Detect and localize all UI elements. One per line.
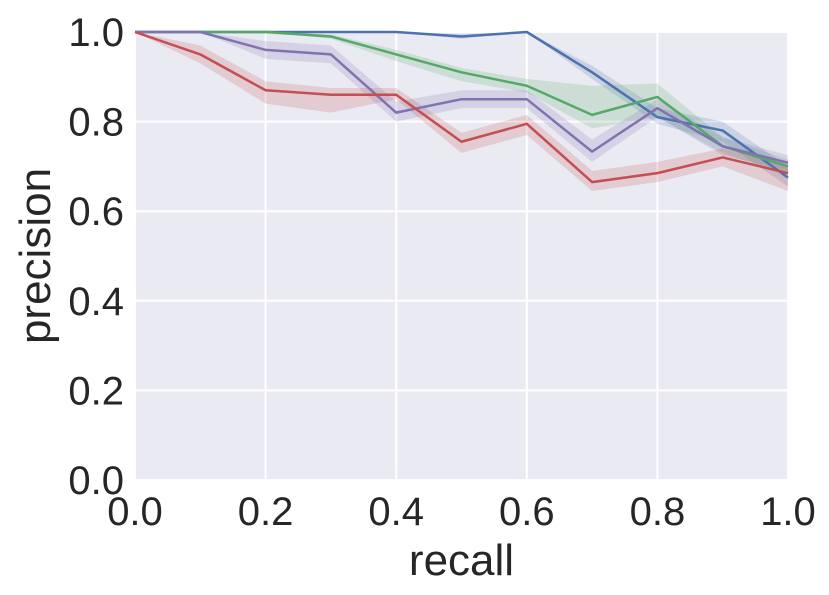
y-tick-label: 0.8	[68, 101, 124, 145]
x-tick-label: 0.8	[630, 490, 686, 534]
series-lines	[134, 30, 789, 184]
y-tick-labels: 0.0 0.2 0.4 0.6 0.8 1.0	[68, 11, 124, 503]
y-tick-label: 0.4	[68, 280, 124, 324]
x-tick-label: 0.0	[107, 490, 163, 534]
y-axis-label: precision	[11, 168, 60, 344]
x-tick-labels: 0.0 0.2 0.4 0.6 0.8 1.0	[107, 490, 816, 534]
x-axis-label: recall	[409, 536, 514, 585]
series-4-band	[135, 32, 788, 192]
series-4-line	[134, 30, 789, 184]
x-tick-label: 0.6	[499, 490, 555, 534]
series-3-band	[135, 32, 788, 171]
x-tick-label: 1.0	[760, 490, 816, 534]
y-tick-label: 0.6	[68, 190, 124, 234]
series-2-line	[135, 30, 789, 168]
series-2-band	[135, 32, 788, 176]
x-tick-label: 0.2	[238, 490, 294, 534]
plot-area	[135, 32, 788, 480]
y-tick-label: 1.0	[68, 11, 124, 55]
y-tick-label: 0.0	[68, 459, 124, 503]
series-3-line	[135, 30, 789, 165]
x-tick-label: 0.4	[368, 490, 424, 534]
y-tick-label: 0.2	[68, 369, 124, 413]
